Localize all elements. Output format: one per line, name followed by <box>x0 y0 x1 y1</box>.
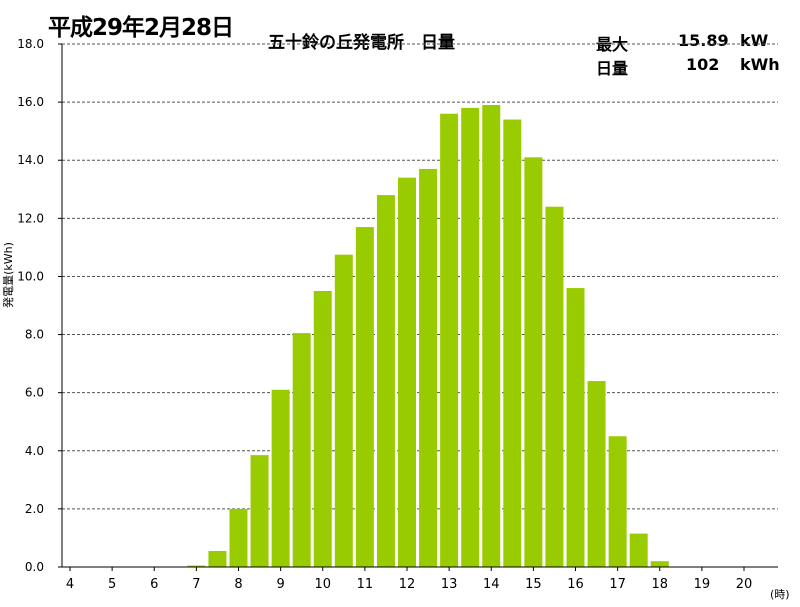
daily-unit: kWh <box>740 55 780 74</box>
y-tick-label: 16.0 <box>17 95 44 109</box>
y-tick-label: 6.0 <box>25 386 44 400</box>
y-tick-label: 14.0 <box>17 153 44 167</box>
daily-value: 102 <box>686 55 720 74</box>
bar <box>482 105 501 568</box>
bar <box>587 381 606 567</box>
bar <box>187 565 206 567</box>
x-tick-label: 10 <box>314 577 331 592</box>
bars <box>187 105 669 568</box>
bar <box>608 436 627 567</box>
x-tick-label: 9 <box>276 577 284 592</box>
bar <box>398 177 416 567</box>
bar <box>376 195 395 568</box>
bar <box>313 290 332 567</box>
x-tick-label: 17 <box>609 577 626 592</box>
bar <box>229 508 248 567</box>
x-tick-label: 7 <box>192 577 200 592</box>
bar <box>334 254 353 567</box>
x-tick-label: 4 <box>66 577 74 592</box>
x-tick-label: 18 <box>651 577 668 592</box>
x-tick-label: 6 <box>150 577 158 592</box>
daily-label: 日量 <box>596 59 629 78</box>
axes <box>61 44 778 568</box>
bar <box>292 333 311 567</box>
date-title: 平成29年2月28日 <box>48 15 234 41</box>
bar <box>440 113 459 567</box>
x-tick-label: 20 <box>736 577 753 592</box>
chart-title: 五十鈴の丘発電所 日量 <box>268 33 455 53</box>
y-tick-label: 0.0 <box>25 560 44 574</box>
bar <box>250 455 269 567</box>
x-tick-label: 8 <box>234 577 242 592</box>
y-tick-label: 2.0 <box>25 502 44 516</box>
x-tick-label: 13 <box>441 577 458 592</box>
x-tick-label: 16 <box>567 577 584 592</box>
y-tick-label: 8.0 <box>25 328 44 342</box>
bar <box>545 206 564 567</box>
x-tick-label: 12 <box>399 577 416 592</box>
x-tick-labels: 4 5 6 7 8 9 10 11 12 13 14 15 16 17 18 19 20 <box>66 567 752 592</box>
max-value: 15.89 <box>678 31 729 50</box>
y-tick-label: 12.0 <box>17 211 44 225</box>
bar <box>461 107 480 567</box>
x-tick-label: 19 <box>694 577 711 592</box>
y-tick-label: 4.0 <box>25 444 44 458</box>
bar <box>524 157 543 568</box>
y-tick-labels: 0.0 2.0 4.0 6.0 8.0 10.0 12.0 14.0 16.0 18.0 <box>17 37 62 574</box>
bar <box>419 168 438 567</box>
bar <box>566 288 585 567</box>
x-tick-label: 5 <box>108 577 116 592</box>
y-tick-label: 18.0 <box>17 37 44 51</box>
bar <box>650 561 669 567</box>
bar <box>208 551 227 567</box>
bar <box>629 533 648 567</box>
x-tick-label: 11 <box>357 577 374 592</box>
bar <box>355 227 374 568</box>
x-tick-label: 15 <box>525 577 542 592</box>
bar <box>271 389 290 567</box>
y-axis-label: 発電量(kWh) <box>1 242 15 308</box>
x-tick-label: 14 <box>483 577 500 592</box>
max-unit: kW <box>740 31 769 50</box>
x-axis-unit: (時) <box>770 588 790 601</box>
y-tick-label: 10.0 <box>17 269 44 283</box>
bar <box>503 119 522 568</box>
